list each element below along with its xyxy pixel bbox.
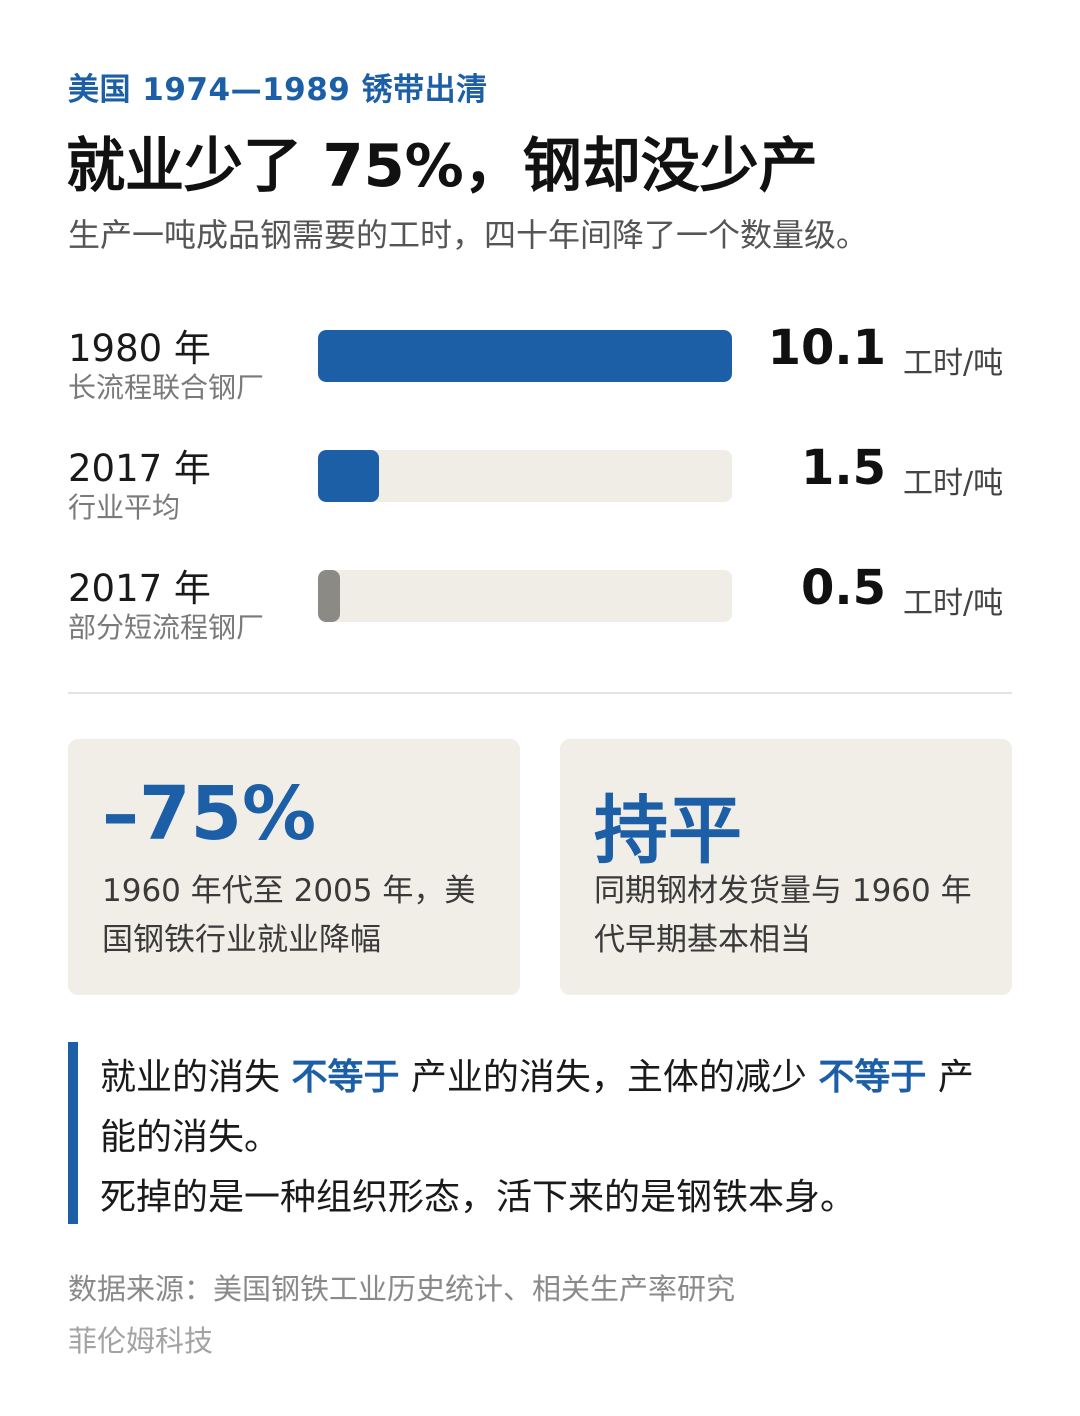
bar-track <box>318 570 732 622</box>
category-label: 2017 年 <box>68 567 211 610</box>
category-description: 部分短流程钢厂 <box>68 611 265 644</box>
bar <box>318 330 732 382</box>
category-label: 1980 年 <box>68 327 211 370</box>
unit-label: 工时/吨 <box>903 466 1004 501</box>
pull-quote: 就业的消失 不等于 产业的消失，主体的减少 不等于 产能的消失。 死掉的是一种组… <box>68 1042 1012 1224</box>
stat-card-employment: –75% 1960 年代至 2005 年，美国钢铁行业就业降幅 <box>68 739 520 995</box>
bar-row: 1980 年长流程联合钢厂 10.1 工时/吨 <box>0 318 1080 418</box>
category-label: 2017 年 <box>68 447 211 490</box>
stat-value: –75% <box>102 771 317 857</box>
kicker: 美国 1974—1989 锈带出清 <box>68 72 488 108</box>
quote-accent-bar <box>68 1042 78 1224</box>
stat-description: 同期钢材发货量与 1960 年代早期基本相当 <box>594 873 972 958</box>
bar-track <box>318 330 732 382</box>
quote-line-2: 死掉的是一种组织形态，活下来的是钢铁本身。 <box>100 1177 857 1218</box>
stat-description: 1960 年代至 2005 年，美国钢铁行业就业降幅 <box>102 873 476 958</box>
category-description: 行业平均 <box>68 491 181 524</box>
stat-card-shipments: 持平 同期钢材发货量与 1960 年代早期基本相当 <box>560 739 1012 995</box>
quote-emphasis: 不等于 <box>291 1057 400 1098</box>
data-label: 1.5 <box>800 440 886 496</box>
divider <box>68 692 1012 694</box>
bar <box>318 570 340 622</box>
data-label: 0.5 <box>800 560 886 616</box>
quote-segment: 产业的消失，主体的减少 <box>399 1057 819 1098</box>
bar-row: 2017 年行业平均 1.5 工时/吨 <box>0 438 1080 538</box>
subtitle: 生产一吨成品钢需要的工时，四十年间降了一个数量级。 <box>68 216 869 254</box>
stat-value: 持平 <box>594 788 742 874</box>
quote-segment: 就业的消失 <box>100 1057 292 1098</box>
quote-line-1: 就业的消失 不等于 产业的消失，主体的减少 不等于 产能的消失。 <box>100 1048 1000 1168</box>
category-description: 长流程联合钢厂 <box>68 371 265 404</box>
brand-credit: 菲伦姆科技 <box>68 1324 214 1358</box>
bar <box>318 450 379 502</box>
page-title: 就业少了 75%，钢却没少产 <box>66 131 818 200</box>
bar-chart: 1980 年长流程联合钢厂 10.1 工时/吨 2017 年行业平均 1.5 工时/吨 20… <box>0 0 1080 700</box>
quote-emphasis: 不等于 <box>818 1057 927 1098</box>
bar-row: 2017 年部分短流程钢厂 0.5 工时/吨 <box>0 558 1080 658</box>
quote-text: 就业的消失 不等于 产业的消失，主体的减少 不等于 产能的消失。 死掉的是一种组… <box>100 1048 1000 1228</box>
data-label: 10.1 <box>767 320 886 376</box>
source-note: 数据来源：美国钢铁工业历史统计、相关生产率研究 <box>68 1272 736 1306</box>
bar-track <box>318 450 732 502</box>
quote-segment: 产能的消失。 <box>100 1057 974 1158</box>
unit-label: 工时/吨 <box>903 586 1004 621</box>
unit-label: 工时/吨 <box>903 346 1004 381</box>
